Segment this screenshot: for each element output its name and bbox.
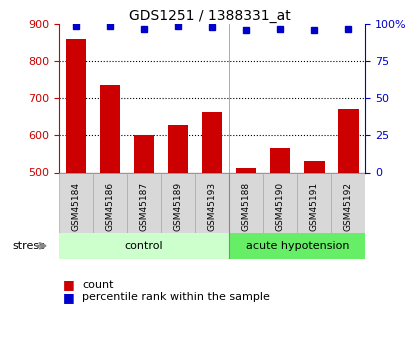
Text: ■: ■ [63,278,75,291]
Bar [331,172,365,233]
Text: acute hypotension: acute hypotension [246,241,349,251]
Text: GSM45184: GSM45184 [71,181,80,230]
Bar [263,172,297,233]
Text: GSM45188: GSM45188 [241,181,251,231]
Text: GSM45191: GSM45191 [310,181,319,231]
Bar [229,233,365,259]
Bar [168,125,188,172]
Text: GSM45189: GSM45189 [173,181,183,231]
Bar [202,112,222,172]
Bar [127,172,161,233]
Bar [66,39,86,172]
Bar [236,168,256,172]
Bar [59,233,229,259]
Text: count: count [82,280,113,289]
Bar [161,172,195,233]
Bar [195,172,229,233]
Text: GSM45192: GSM45192 [344,181,353,230]
Text: GSM45187: GSM45187 [139,181,148,231]
Bar [297,172,331,233]
Bar [270,148,291,172]
Bar [304,161,325,172]
Text: control: control [125,241,163,251]
Bar [59,172,93,233]
Text: GDS1251 / 1388331_at: GDS1251 / 1388331_at [129,9,291,23]
Bar [229,172,263,233]
Bar [338,109,359,172]
Text: GSM45190: GSM45190 [276,181,285,231]
Text: GSM45193: GSM45193 [207,181,217,231]
Text: percentile rank within the sample: percentile rank within the sample [82,293,270,302]
Text: GSM45186: GSM45186 [105,181,114,231]
Text: ■: ■ [63,291,75,304]
Bar [93,172,127,233]
Text: stress: stress [13,241,45,251]
Bar [134,136,154,172]
Bar [100,85,120,172]
